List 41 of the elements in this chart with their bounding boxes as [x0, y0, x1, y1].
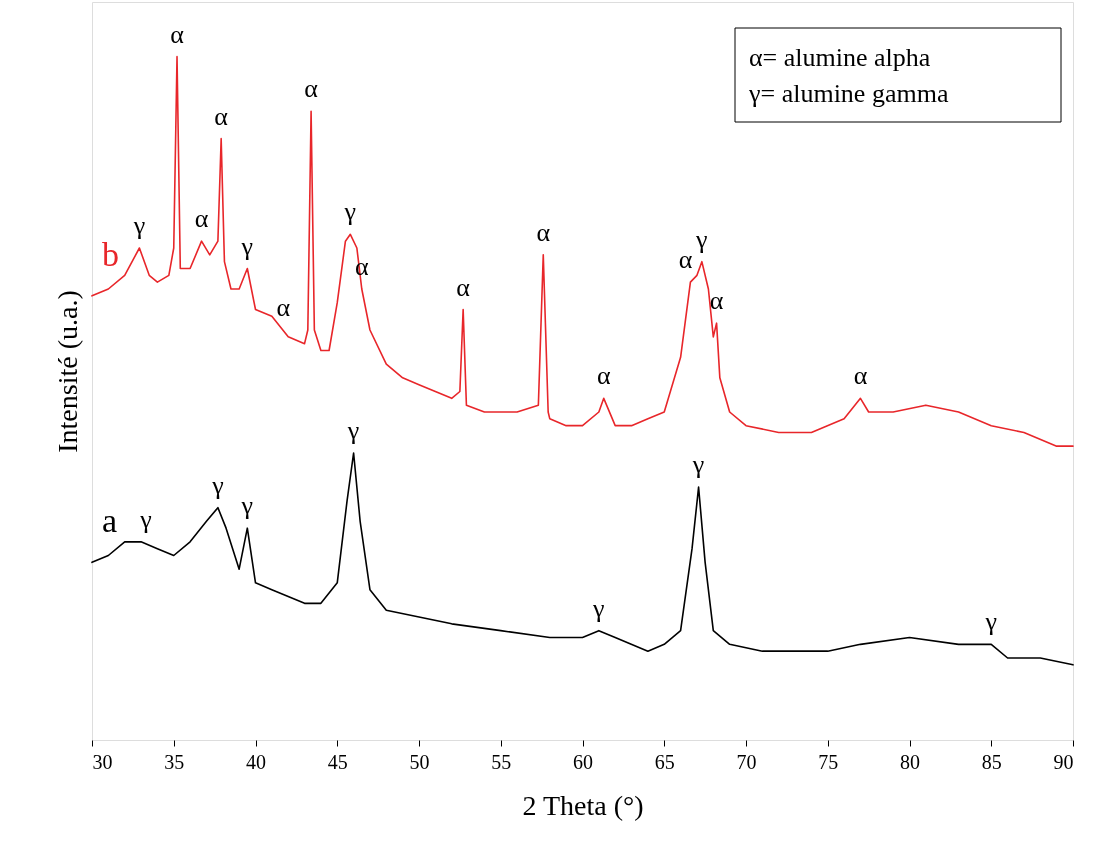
x-tick-label: 55 — [491, 750, 512, 773]
y-axis-title: Intensité (u.a.) — [51, 290, 83, 453]
x-tick-label: 60 — [573, 750, 593, 773]
annotation: α — [214, 101, 229, 131]
x-tick-label: 80 — [900, 750, 920, 773]
annotation: γ — [343, 197, 357, 227]
annotation: α= alumine alpha — [749, 43, 931, 72]
annotation: γ — [984, 607, 997, 637]
series-label: a — [102, 502, 118, 540]
annotation: α — [536, 217, 551, 247]
annotation: γ — [592, 593, 605, 623]
x-tick-label: 50 — [409, 750, 430, 773]
x-tick-label: 75 — [818, 750, 839, 773]
annotation: α — [170, 19, 185, 49]
annotation: α — [304, 74, 319, 104]
annotation: α — [853, 361, 868, 391]
annotation: γ — [346, 416, 360, 445]
annotation: α — [194, 204, 209, 234]
annotation: γ — [211, 470, 224, 500]
x-tick-label: 70 — [736, 750, 757, 773]
x-tick-label: 30 — [92, 750, 113, 773]
annotation: γ — [139, 504, 152, 534]
annotation: α — [456, 272, 471, 302]
annotation: γ — [240, 231, 254, 261]
x-tick-label: 35 — [164, 750, 185, 773]
annotation: α — [678, 245, 693, 275]
annotation: α — [709, 286, 724, 316]
annotation: α — [596, 361, 611, 391]
annotation: γ= alumine gamma — [748, 79, 949, 108]
annotation: γ — [695, 224, 708, 254]
x-tick-label: 45 — [327, 750, 348, 773]
series-label: b — [102, 235, 119, 273]
annotation: α — [276, 293, 291, 322]
annotation: γ — [240, 491, 254, 521]
annotation: γ — [132, 211, 146, 240]
x-tick-label: 40 — [246, 750, 266, 773]
annotation: γ — [691, 450, 705, 480]
x-tick-label: 90 — [1053, 750, 1074, 773]
x-axis-title: 2 Theta (°) — [522, 789, 644, 821]
x-tick-label: 85 — [981, 750, 1002, 773]
x-tick-label: 65 — [654, 750, 675, 773]
